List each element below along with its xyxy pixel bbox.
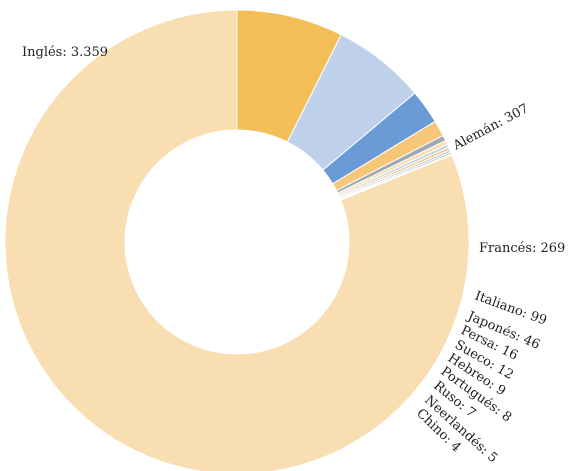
slice-ingles — [4, 9, 470, 471]
slices-layer — [4, 9, 470, 471]
slice-chino — [339, 153, 453, 201]
slice-label-frances: Francés: 269 — [479, 241, 565, 256]
slice-label-ingles: Inglés: 3.359 — [22, 45, 108, 60]
slice-label-aleman: Alemán: 307 — [450, 101, 531, 154]
